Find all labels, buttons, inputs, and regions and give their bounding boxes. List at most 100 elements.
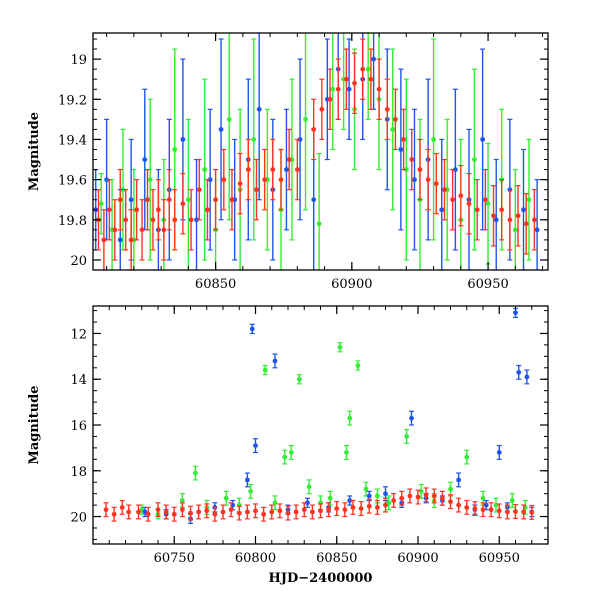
data-point	[513, 509, 518, 514]
data-point	[286, 157, 292, 162]
panel-top: 60850 60900 60950 19 19.2 19.4 19.6 19.8 20 Magni…	[27, 32, 549, 292]
data-point	[305, 500, 310, 506]
series-2	[95, 38, 537, 270]
data-point	[172, 147, 178, 152]
data-point	[480, 507, 486, 513]
data-point	[205, 207, 210, 213]
data-point	[448, 486, 453, 492]
data-point	[244, 477, 250, 483]
data-point	[134, 207, 139, 213]
data-point	[439, 495, 445, 501]
data-point	[311, 127, 317, 132]
data-point	[155, 507, 161, 513]
data-point	[188, 510, 193, 516]
data-point	[311, 197, 317, 203]
data-point	[284, 167, 289, 172]
data-point	[254, 187, 259, 193]
data-point	[374, 504, 380, 510]
data-point	[515, 213, 521, 219]
data-point	[228, 507, 234, 513]
data-point	[352, 80, 357, 86]
data-point	[383, 502, 388, 508]
y-tick-label: 19.6	[58, 174, 87, 189]
x-tick-label: 60750	[154, 551, 195, 566]
data-point	[272, 500, 278, 506]
data-point	[213, 197, 219, 203]
data-point	[106, 207, 112, 213]
data-point	[172, 217, 178, 223]
data-point	[507, 217, 513, 223]
data-point	[516, 369, 522, 375]
data-point	[448, 499, 453, 505]
data-point	[347, 415, 353, 421]
data-point	[204, 508, 210, 514]
data-point	[150, 217, 156, 223]
data-point	[513, 310, 518, 316]
data-point	[366, 493, 372, 499]
data-point	[145, 197, 150, 203]
data-point	[480, 495, 486, 501]
data-point	[360, 66, 366, 72]
x-tick-label: 60850	[316, 551, 357, 566]
data-point	[346, 86, 352, 92]
y-tick-label: 20	[70, 511, 87, 526]
plot-frame	[92, 32, 549, 271]
data-point	[103, 507, 109, 513]
data-point	[496, 508, 502, 514]
data-point	[296, 376, 302, 382]
data-point	[399, 495, 405, 501]
data-point	[269, 509, 275, 515]
data-point	[464, 454, 470, 460]
data-point	[512, 227, 518, 233]
data-point	[358, 506, 364, 511]
data-point	[523, 221, 529, 227]
data-point	[163, 509, 169, 515]
data-point	[342, 507, 348, 513]
data-point	[155, 207, 161, 213]
data-point	[485, 201, 491, 207]
data-point	[221, 177, 227, 183]
data-point	[376, 86, 382, 92]
x-tick-label: 60900	[397, 551, 438, 566]
data-point	[253, 443, 258, 448]
data-point	[529, 510, 535, 515]
data-point	[196, 509, 202, 515]
data-point	[161, 227, 167, 233]
data-point	[439, 207, 445, 213]
data-point	[244, 509, 250, 515]
data-point	[355, 363, 361, 368]
y-axis-label: Magnitude	[27, 112, 42, 191]
data-point	[472, 506, 478, 511]
data-point	[179, 498, 185, 503]
data-point	[303, 116, 308, 122]
data-point	[119, 504, 125, 510]
data-point	[407, 493, 413, 499]
data-point	[488, 507, 494, 513]
data-point	[433, 181, 439, 187]
data-point	[126, 509, 132, 515]
data-point	[309, 509, 315, 515]
data-point	[139, 227, 145, 233]
data-point	[534, 227, 540, 233]
data-point	[180, 137, 186, 142]
series-0	[98, 33, 532, 270]
data-point	[350, 504, 356, 510]
data-point	[334, 506, 340, 511]
data-point	[226, 116, 232, 122]
data-point	[220, 509, 226, 515]
data-point	[117, 237, 123, 243]
x-tick-label: 60800	[235, 551, 276, 566]
data-point	[171, 511, 177, 517]
y-tick-label: 16	[70, 419, 87, 434]
data-point	[343, 76, 349, 82]
data-point	[347, 498, 353, 503]
panel-bottom: 60750 60800 60850 60900 60950 12 14 16 18 20 Magni…	[27, 305, 549, 586]
data-point	[415, 494, 421, 500]
data-point	[401, 137, 406, 142]
data-point	[318, 508, 323, 514]
data-point	[327, 495, 333, 501]
data-point	[207, 177, 213, 183]
data-point	[365, 66, 371, 72]
data-point	[464, 504, 470, 510]
